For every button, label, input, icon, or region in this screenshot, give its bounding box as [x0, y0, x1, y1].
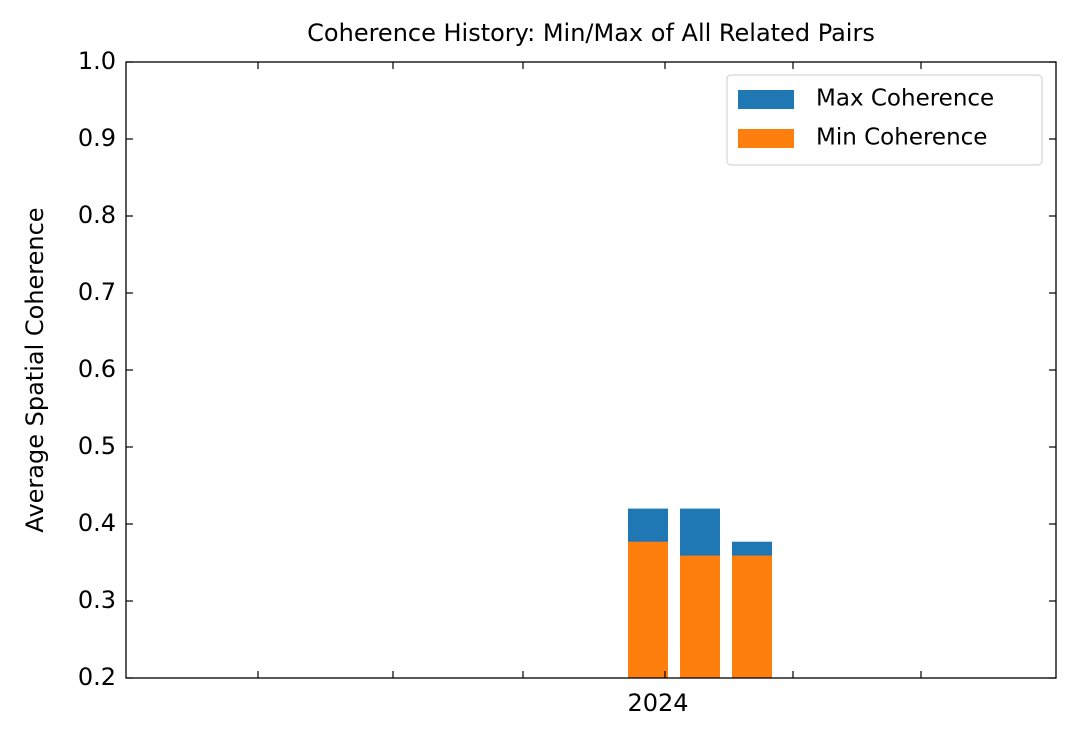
- legend-box: [726, 74, 1043, 166]
- bar: [628, 541, 668, 678]
- legend-label: Max Coherence: [816, 86, 994, 112]
- y-tick-label: 0.2: [78, 663, 116, 691]
- y-tick-label: 0.9: [78, 124, 116, 152]
- bar: [680, 555, 720, 678]
- y-tick-label: 1.0: [78, 47, 116, 75]
- legend-label: Min Coherence: [816, 125, 987, 151]
- y-axis-label: Average Spatial Coherence: [21, 207, 49, 532]
- legend-swatch: [738, 129, 794, 148]
- y-tick-label: 0.6: [78, 355, 116, 383]
- legend-swatch: [738, 90, 794, 109]
- y-tick-label: 0.5: [78, 432, 116, 460]
- x-tick-label: 2024: [627, 689, 688, 717]
- y-tick-label: 0.3: [78, 586, 116, 614]
- chart-title: Coherence History: Min/Max of All Relate…: [307, 19, 875, 47]
- y-tick-label: 0.8: [78, 201, 116, 229]
- y-tick-label: 0.4: [78, 509, 116, 537]
- bar: [732, 555, 772, 678]
- y-tick-label: 0.7: [78, 278, 116, 306]
